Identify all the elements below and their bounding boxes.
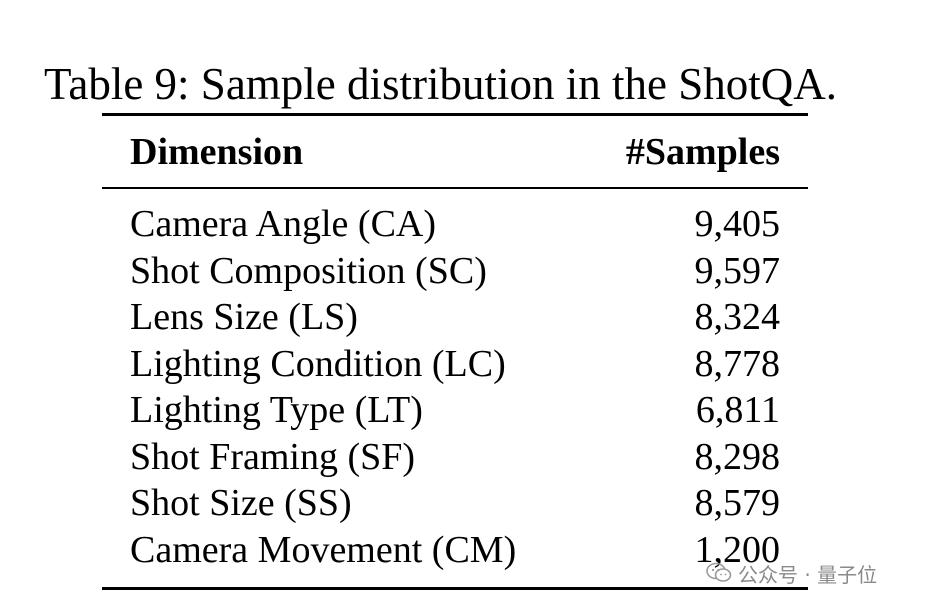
samples-cell: 9,597 bbox=[694, 249, 781, 292]
dimension-cell: Lens Size (LS) bbox=[130, 296, 358, 339]
table-row: Shot Composition (SC) 9,597 bbox=[102, 248, 808, 295]
samples-cell: 1,200 bbox=[694, 528, 781, 571]
table-row: Lighting Type (LT) 6,811 bbox=[102, 387, 808, 434]
table-row: Lighting Condition (LC) 8,778 bbox=[102, 341, 808, 388]
samples-cell: 9,405 bbox=[694, 203, 781, 246]
table-row: Shot Framing (SF) 8,298 bbox=[102, 434, 808, 481]
mid-rule bbox=[102, 187, 808, 189]
table-row: Camera Movement (CM) 1,200 bbox=[102, 527, 808, 574]
header-samples: #Samples bbox=[625, 130, 780, 173]
dimension-cell: Camera Angle (CA) bbox=[130, 203, 437, 246]
samples-cell: 8,298 bbox=[694, 435, 781, 478]
dimension-cell: Shot Composition (SC) bbox=[130, 249, 487, 292]
table-row: Lens Size (LS) 8,324 bbox=[102, 294, 808, 341]
table-row: Shot Size (SS) 8,579 bbox=[102, 480, 808, 527]
dimension-cell: Camera Movement (CM) bbox=[130, 528, 517, 571]
watermark: 公众号 · 量子位 bbox=[706, 556, 877, 590]
samples-cell: 8,579 bbox=[694, 482, 781, 525]
dimension-cell: Shot Framing (SF) bbox=[130, 435, 416, 478]
dimension-cell: Shot Size (SS) bbox=[130, 482, 352, 525]
wechat-icon bbox=[706, 562, 732, 584]
top-rule bbox=[102, 113, 808, 116]
header-dimension: Dimension bbox=[130, 130, 304, 173]
table-header-row: Dimension #Samples bbox=[102, 116, 808, 187]
bottom-rule bbox=[102, 587, 808, 590]
watermark-text: 公众号 · 量子位 bbox=[738, 562, 878, 587]
samples-cell: 8,324 bbox=[694, 296, 781, 339]
dimension-cell: Lighting Type (LT) bbox=[130, 389, 423, 432]
samples-cell: 8,778 bbox=[694, 342, 781, 385]
sample-distribution-table: Dimension #Samples Camera Angle (CA) 9,4… bbox=[102, 113, 808, 590]
dimension-cell: Lighting Condition (LC) bbox=[130, 342, 506, 385]
table-body: Camera Angle (CA) 9,405 Shot Composition… bbox=[102, 189, 808, 587]
samples-cell: 6,811 bbox=[695, 389, 780, 432]
table-caption: Table 9: Sample distribution in the Shot… bbox=[44, 59, 838, 109]
table-row: Camera Angle (CA) 9,405 bbox=[102, 201, 808, 248]
